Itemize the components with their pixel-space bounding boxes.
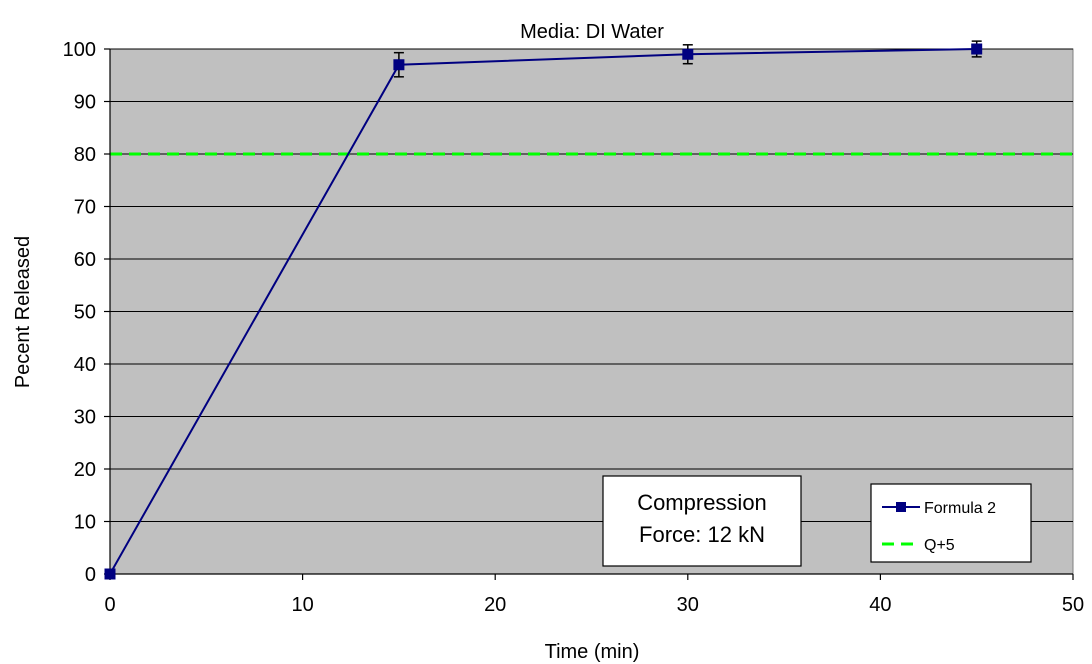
annotation-box: Compression Force: 12 kN (602, 475, 802, 567)
y-tick-label-60: 60 (74, 249, 96, 271)
y-tick-label-10: 10 (74, 512, 96, 534)
y-tick-label-30: 30 (74, 407, 96, 429)
legend-frame (870, 483, 1032, 563)
y-tick-label-90: 90 (74, 92, 96, 114)
y-tick-label-50: 50 (74, 302, 96, 324)
y-tick-label-40: 40 (74, 354, 96, 376)
annotation-line-2: Force: 12 kN (639, 522, 765, 547)
annotation-line-1: Compression (637, 490, 767, 515)
data-point-1 (393, 59, 405, 71)
x-tick-label-50: 50 (1062, 594, 1084, 616)
x-tick-label-0: 0 (104, 594, 115, 616)
series-line-formula-2 (109, 48, 977, 575)
y-tick-label-80: 80 (74, 144, 96, 166)
y-axis-label: Pecent Released (12, 236, 34, 388)
data-point-3 (971, 43, 983, 55)
legend-marker-formula-2 (896, 502, 906, 512)
x-tick-label-10: 10 (291, 594, 313, 616)
x-tick-label-30: 30 (677, 594, 699, 616)
chart-title: Media: DI Water (520, 21, 664, 43)
data-point-2 (682, 48, 694, 60)
tick-labels: 0 10 20 30 40 50 60 70 80 90 100 0 10 20 30 40 50 (63, 39, 1085, 616)
x-tick-label-20: 20 (484, 594, 506, 616)
legend-label-formula-2: Formula 2 (924, 500, 996, 517)
series (104, 40, 983, 580)
x-axis-label: Time (min) (545, 641, 640, 663)
y-tick-label-100: 100 (63, 39, 96, 61)
legend: Formula 2 Q+5 (870, 483, 1032, 563)
annotation-frame (602, 475, 802, 567)
y-tick-label-0: 0 (85, 564, 96, 586)
y-tick-label-20: 20 (74, 459, 96, 481)
y-tick-label-70: 70 (74, 197, 96, 219)
data-point-0 (104, 568, 116, 580)
legend-label-q-plus-5: Q+5 (924, 537, 955, 554)
x-tick-label-40: 40 (869, 594, 891, 616)
